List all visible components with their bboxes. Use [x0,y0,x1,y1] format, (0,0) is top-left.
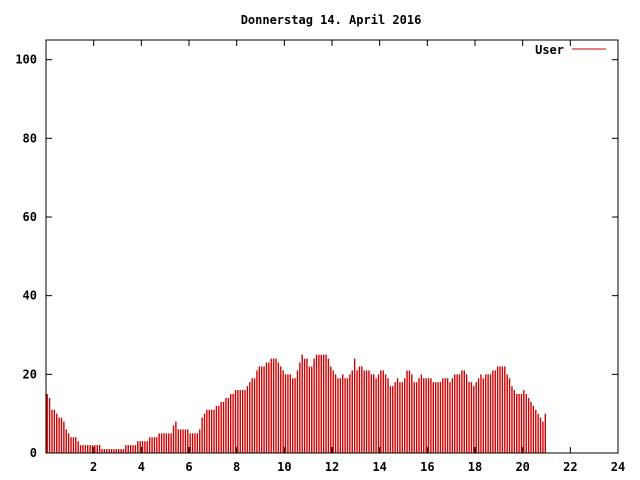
bar-series [46,354,547,453]
x-tick-label: 4 [138,460,145,474]
y-tick-label: 40 [23,289,37,303]
chart-title: Donnerstag 14. April 2016 [241,13,422,27]
legend-label: User [535,43,564,57]
x-tick-label: 2 [90,460,97,474]
plot-border [45,39,619,454]
y-tick-label: 0 [30,446,37,460]
x-tick-label: 12 [325,460,339,474]
x-tick-label: 22 [563,460,577,474]
x-tick-label: 20 [515,460,529,474]
y-tick-label: 100 [15,53,37,67]
x-tick-label: 18 [468,460,482,474]
x-tick-label: 16 [420,460,434,474]
legend: User [535,43,606,57]
x-tick-label: 8 [233,460,240,474]
y-tick-label: 80 [23,131,37,145]
x-tick-label: 10 [277,460,291,474]
x-tick-label: 6 [185,460,192,474]
x-tick-label: 24 [611,460,625,474]
x-tick-label: 14 [372,460,386,474]
y-tick-label: 20 [23,367,37,381]
y-tick-label: 60 [23,210,37,224]
